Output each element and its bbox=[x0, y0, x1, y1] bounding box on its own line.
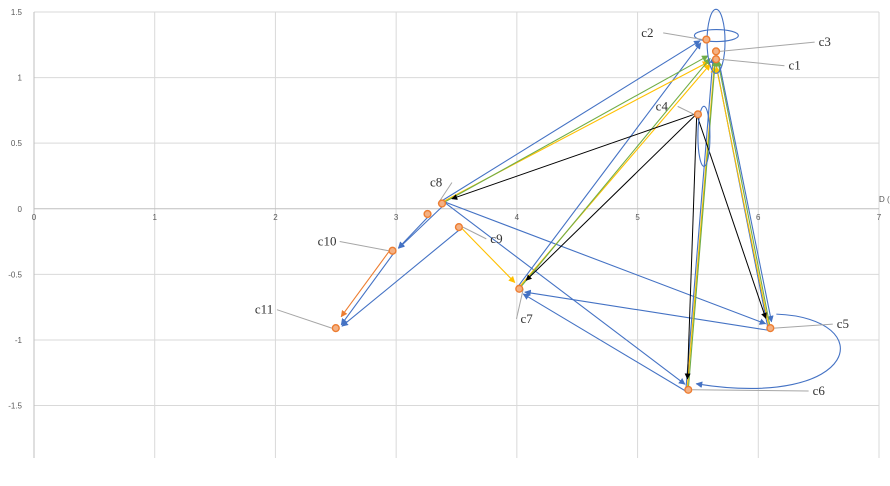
self-loop-c4 bbox=[697, 105, 711, 167]
data-point-c11 bbox=[331, 324, 340, 333]
leader-line-c11 bbox=[276, 309, 332, 329]
x-tick-label: 1 bbox=[152, 213, 157, 222]
leader-line-c1 bbox=[719, 58, 785, 67]
leader-line-c7 bbox=[515, 288, 524, 319]
point-label-c6: c6 bbox=[813, 383, 826, 398]
x-tick-label: 2 bbox=[273, 213, 278, 222]
data-point-c5 bbox=[766, 324, 775, 333]
leader-line-c9 bbox=[462, 226, 487, 240]
data-point-c3 bbox=[711, 47, 721, 56]
point-label-c9: c9 bbox=[490, 231, 502, 246]
edge-yellow-c6-c1 bbox=[686, 66, 717, 390]
edge-blue-c8-c6 bbox=[443, 201, 686, 385]
leader-line-c5 bbox=[774, 323, 833, 329]
edge-blue-c5-c7 bbox=[524, 289, 771, 332]
axis-label-truncated: D ( bbox=[879, 195, 890, 204]
x-tick-label: 6 bbox=[756, 213, 761, 222]
leader-line-c3 bbox=[719, 41, 815, 52]
y-tick-label: -1.5 bbox=[8, 402, 22, 411]
axes bbox=[33, 12, 879, 458]
edge-blue-c8-c2 bbox=[440, 40, 701, 202]
point-label-c7: c7 bbox=[520, 311, 533, 326]
curved-edge-c5-c6 bbox=[695, 313, 841, 389]
point-label-c3: c3 bbox=[819, 34, 831, 49]
edge-black-c4-c8 bbox=[451, 112, 698, 200]
leader-line-c6 bbox=[692, 389, 809, 392]
point-label-c5: c5 bbox=[837, 316, 849, 331]
y-tick-label: 0 bbox=[18, 205, 23, 214]
y-tick-label: 1.5 bbox=[11, 8, 23, 17]
data-point-c2 bbox=[702, 35, 711, 44]
edge-blue-c7-c2 bbox=[516, 42, 702, 288]
data-point-c7 bbox=[515, 284, 524, 293]
y-tick-label: 1 bbox=[18, 74, 23, 83]
edge-blue-c1-c5 bbox=[717, 58, 774, 323]
edge-blue-c8-c5 bbox=[442, 200, 767, 325]
edge-black-c4-c5 bbox=[696, 114, 767, 319]
edge-yellow-c5-c1 bbox=[714, 66, 770, 329]
edge-black-c4-c6 bbox=[684, 114, 698, 380]
x-tick-label: 5 bbox=[635, 213, 640, 222]
point-label-c11: c11 bbox=[255, 302, 273, 317]
point-label-c4: c4 bbox=[656, 98, 669, 113]
x-tick-label: 3 bbox=[394, 213, 399, 222]
data-point-c4 bbox=[693, 110, 703, 119]
data-point-c10 bbox=[388, 246, 397, 255]
connection-arrows bbox=[340, 40, 774, 393]
x-tick-label: 0 bbox=[32, 213, 37, 222]
point-label-c2: c2 bbox=[641, 25, 653, 40]
edge-green-c8-c3 bbox=[441, 55, 709, 204]
point-label-c10: c10 bbox=[318, 233, 337, 248]
leader-line-c2 bbox=[663, 32, 703, 41]
edge-green-c7-c3 bbox=[518, 57, 711, 290]
self-loops bbox=[693, 8, 841, 389]
edge-black-c4-c7 bbox=[525, 113, 698, 281]
tick-labels: 0 1 2 3 4 5 6 7 1.5 1 0.5 0 -0.5 -1 -1.5 bbox=[8, 8, 882, 411]
edge-blue-c12-c10 bbox=[397, 215, 430, 249]
point-label-c1: c1 bbox=[788, 58, 800, 73]
y-tick-label: -0.5 bbox=[8, 270, 22, 279]
label-leader-lines bbox=[276, 32, 833, 392]
y-tick-label: 0.5 bbox=[11, 139, 23, 148]
edge-blue-c6-c7 bbox=[522, 293, 688, 393]
edge-blue-c8-c10 bbox=[398, 204, 445, 249]
y-tick-label: -1 bbox=[15, 336, 23, 345]
edge-orange-c10-c11 bbox=[340, 248, 392, 318]
x-tick-label: 4 bbox=[515, 213, 520, 222]
x-tick-label: 7 bbox=[877, 213, 882, 222]
data-point-c1 bbox=[711, 55, 721, 64]
leader-line-c4 bbox=[677, 105, 695, 115]
data-point-c12 bbox=[423, 209, 432, 219]
data-point-c6 bbox=[684, 385, 693, 394]
edge-blue-c10-c11 bbox=[340, 251, 395, 326]
grid-lines bbox=[34, 11, 880, 458]
data-points bbox=[331, 35, 775, 394]
edge-blue-c6-c3 bbox=[685, 56, 716, 390]
point-label-c8: c8 bbox=[430, 174, 442, 189]
edge-yellow-c9-c7 bbox=[459, 225, 516, 283]
edge-green-c5-c3 bbox=[715, 59, 771, 329]
edge-green-c6-c3 bbox=[687, 59, 719, 390]
leader-line-c10 bbox=[339, 241, 389, 252]
data-point-c8 bbox=[437, 199, 447, 208]
data-point-c9 bbox=[454, 223, 464, 232]
edge-blue-c9-c11 bbox=[341, 228, 461, 327]
point-labels: c1 c2 c3 c4 c5 c6 c7 c8 c9 c10 c11 bbox=[255, 25, 849, 398]
